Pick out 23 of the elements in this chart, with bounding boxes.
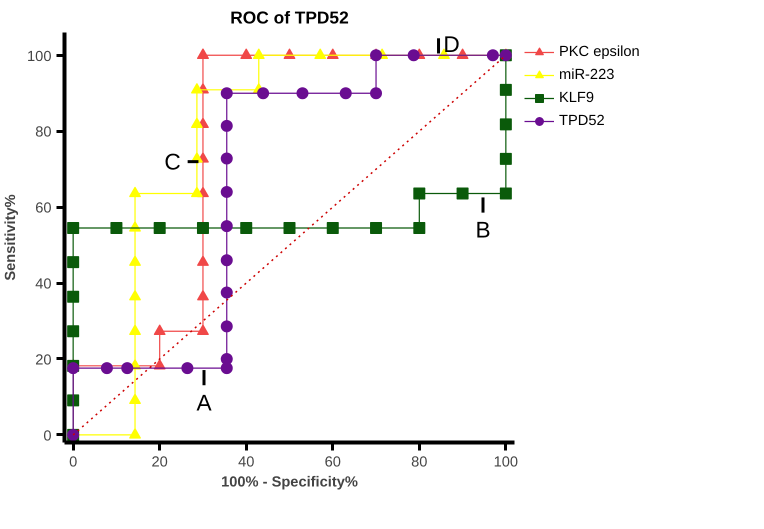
x-axis-title: 100% - Specificity% (221, 474, 358, 490)
x-tick-label: 20 (152, 454, 168, 470)
legend-label: PKC epsilon (559, 44, 640, 60)
legend-label: TPD52 (559, 113, 605, 129)
x-tick-label: 60 (324, 454, 341, 470)
x-tick-label: 80 (411, 454, 428, 470)
annotation: B (475, 216, 491, 243)
y-tick-label: 20 (35, 352, 52, 368)
y-tick-label: 40 (35, 276, 52, 293)
y-tick-label: 0 (43, 428, 52, 444)
x-tick-label: 0 (69, 454, 78, 470)
x-tick-label: 40 (238, 454, 254, 470)
y-tick-label: 60 (35, 200, 52, 217)
y-tick-label: 100 (27, 48, 52, 65)
annotation: D (443, 30, 460, 57)
y-tick-label: 80 (35, 124, 52, 141)
x-tick-label: 100 (494, 454, 518, 470)
annotation: C (164, 148, 181, 175)
chart-title: ROC of TPD52 (230, 8, 349, 28)
y-axis-title: Sensitivity% (3, 194, 20, 281)
legend-label: KLF9 (559, 90, 594, 106)
legend-label: miR-223 (559, 67, 614, 83)
annotation: A (196, 389, 212, 416)
